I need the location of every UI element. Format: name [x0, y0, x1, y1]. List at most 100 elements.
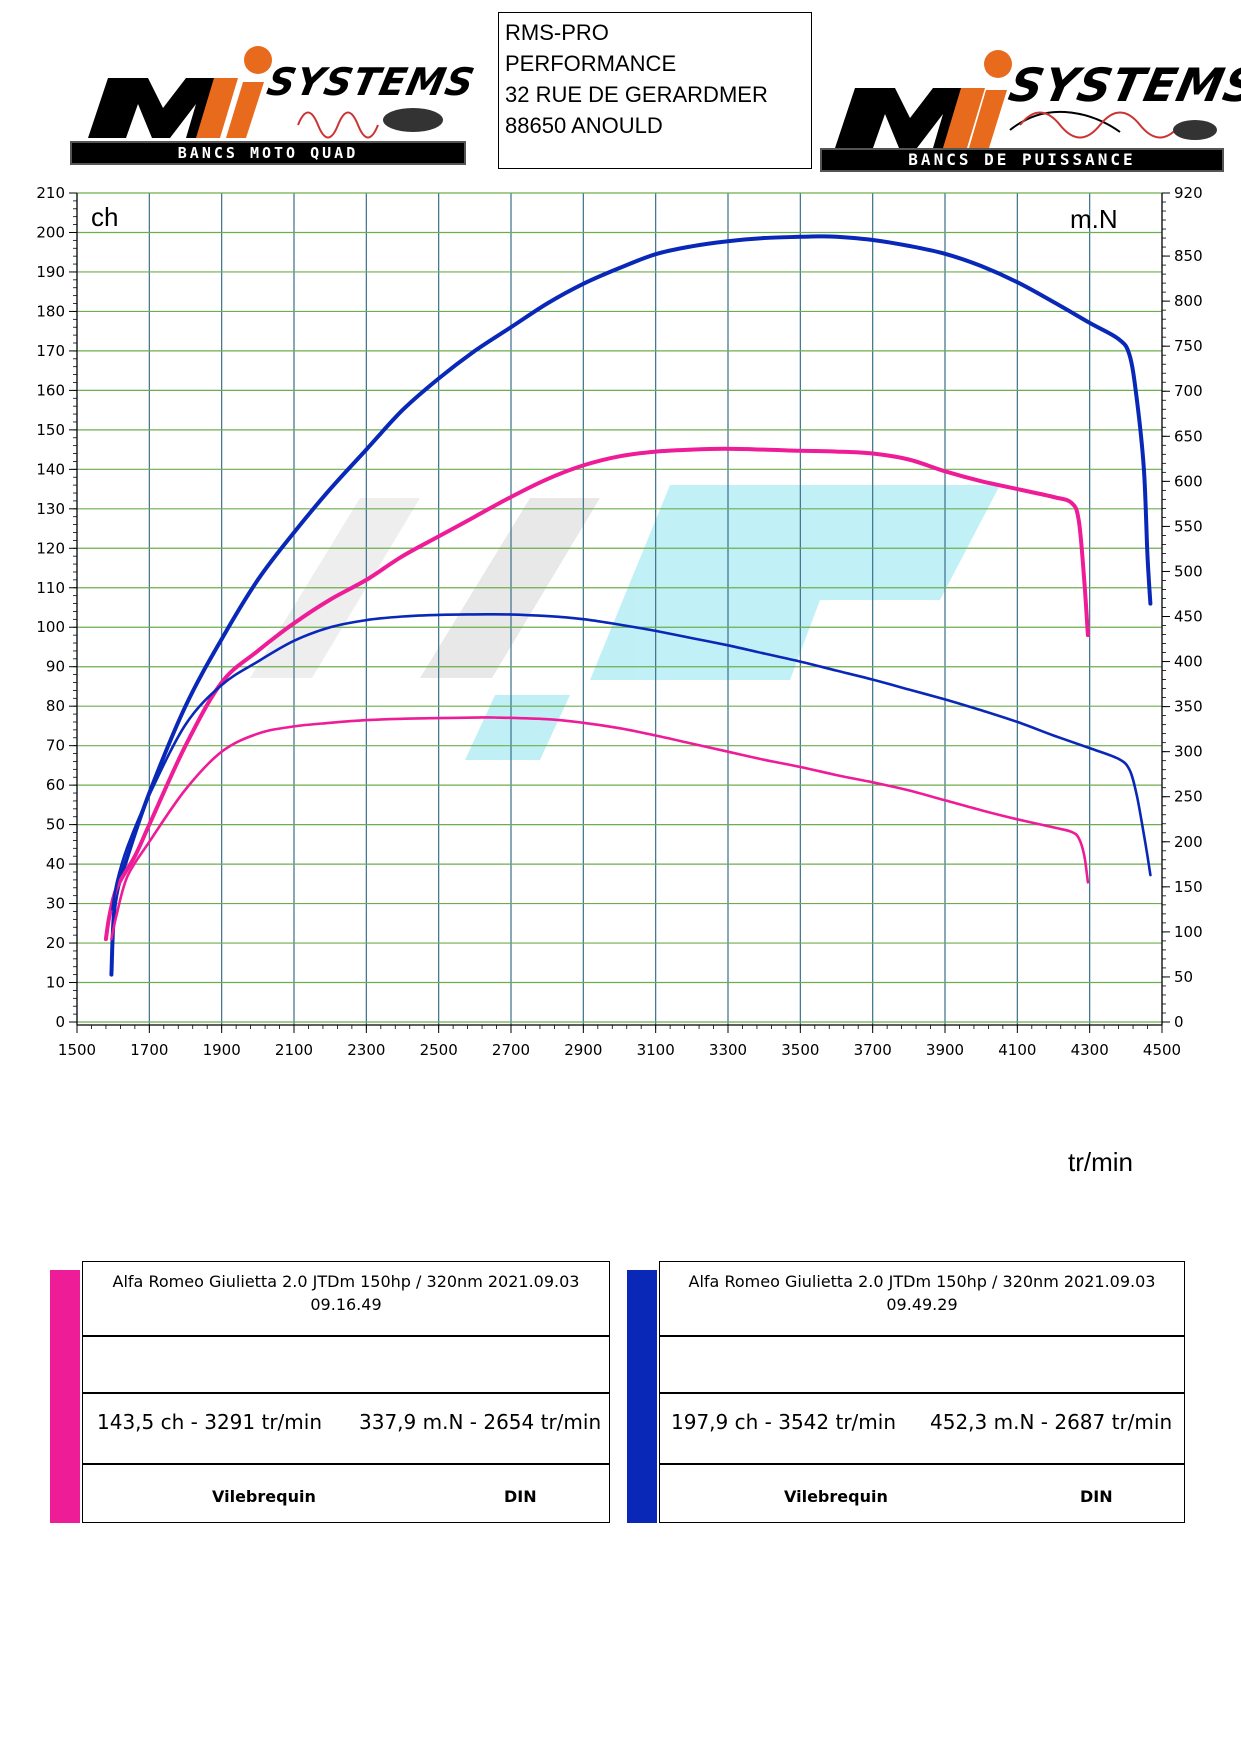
- x-tick-label: 2300: [347, 1041, 385, 1059]
- y-left-tick-label: 80: [46, 697, 65, 715]
- y-right-tick-label: 920: [1174, 184, 1203, 202]
- peak-torque: 452,3 m.N - 2687 tr/min: [930, 1410, 1173, 1434]
- measure-point-label: Vilebrequin: [784, 1487, 888, 1506]
- y-left-tick-label: 170: [36, 342, 65, 360]
- y-right-tick-label: 100: [1174, 923, 1203, 941]
- run-title: Alfa Romeo Giulietta 2.0 JTDm 150hp / 32…: [660, 1270, 1184, 1316]
- x-tick-label: 3100: [637, 1041, 675, 1059]
- y-right-tick-label: 800: [1174, 292, 1203, 310]
- y-left-tick-label: 70: [46, 737, 65, 755]
- logo-left-subtitle: BANCS MOTO QUAD: [70, 141, 466, 165]
- result-card-blue: Alfa Romeo Giulietta 2.0 JTDm 150hp / 32…: [627, 1261, 1185, 1523]
- series-line-torque-2: [111, 613, 1152, 911]
- run-time: 09.16.49: [310, 1295, 382, 1314]
- divider: [660, 1335, 1184, 1337]
- x-tick-label: 3900: [926, 1041, 964, 1059]
- y-left-tick-label: 200: [36, 223, 65, 241]
- y-right-tick-label: 50: [1174, 968, 1193, 986]
- y-right-tick-label: 500: [1174, 562, 1203, 580]
- address-line-4: 88650 ANOULD: [505, 113, 663, 138]
- divider: [83, 1392, 609, 1394]
- y-left-tick-label: 150: [36, 421, 65, 439]
- y-right-axis-label: m.N: [1070, 204, 1118, 234]
- x-tick-label: 3700: [854, 1041, 892, 1059]
- y-right-tick-label: 400: [1174, 653, 1203, 671]
- series-color-swatch: [627, 1270, 657, 1523]
- dyno-chart: 1500 1700 1900 2100 2300 2500 2700 2900 3100 3300…: [36, 184, 1202, 1177]
- y-right-tick-label: 0: [1174, 1013, 1184, 1031]
- y-left-tick-label: 90: [46, 658, 65, 676]
- y-left-tick-label: 20: [46, 934, 65, 952]
- y-left-tick-label: 120: [36, 539, 65, 557]
- run-title-text: Alfa Romeo Giulietta 2.0 JTDm 150hp / 32…: [112, 1272, 580, 1291]
- y-left-tick-label: 210: [36, 184, 65, 202]
- run-time: 09.49.29: [886, 1295, 958, 1314]
- x-axis-label: tr/min: [1068, 1147, 1133, 1177]
- logo-right-subtitle: BANCS DE PUISSANCE: [820, 148, 1224, 172]
- y-left-tick-label: 180: [36, 302, 65, 320]
- y-right-tick-label: 150: [1174, 878, 1203, 896]
- norm-label: DIN: [504, 1487, 537, 1506]
- y-right-tick-label: 700: [1174, 382, 1203, 400]
- x-tick-label: 2700: [492, 1041, 530, 1059]
- address-line-3: 32 RUE DE GERARDMER: [505, 82, 768, 107]
- x-tick-label: 4100: [998, 1041, 1036, 1059]
- y-left-tick-label: 40: [46, 855, 65, 873]
- address-line-1: RMS-PRO: [505, 20, 609, 45]
- address-box: RMS-PRO PERFORMANCE 32 RUE DE GERARDMER …: [498, 12, 812, 169]
- run-title-text: Alfa Romeo Giulietta 2.0 JTDm 150hp / 32…: [688, 1272, 1156, 1291]
- x-tick-label: 2900: [564, 1041, 602, 1059]
- logo-right-brand: SYSTEMS: [1004, 58, 1241, 112]
- series-line-power-1: [103, 446, 1090, 942]
- y-left-tick-label: 110: [36, 579, 65, 597]
- y-left-tick-label: 30: [46, 895, 65, 913]
- y-right-tick-label: 300: [1174, 743, 1203, 761]
- y-left-tick-label: 60: [46, 776, 65, 794]
- chart-series: [103, 234, 1153, 977]
- x-tick-label: 3500: [781, 1041, 819, 1059]
- y-right-tick-label: 850: [1174, 247, 1203, 265]
- result-card-box: Alfa Romeo Giulietta 2.0 JTDm 150hp / 32…: [82, 1261, 610, 1523]
- result-card-pink: Alfa Romeo Giulietta 2.0 JTDm 150hp / 32…: [50, 1261, 610, 1523]
- y-left-tick-label: 140: [36, 460, 65, 478]
- y-right-tick-label: 450: [1174, 608, 1203, 626]
- axis-ticks: 1500 1700 1900 2100 2300 2500 2700 2900 3100 3300…: [36, 184, 1202, 1059]
- x-tick-label: 2500: [420, 1041, 458, 1059]
- result-card-box: Alfa Romeo Giulietta 2.0 JTDm 150hp / 32…: [659, 1261, 1185, 1523]
- divider: [83, 1463, 609, 1465]
- divider: [660, 1463, 1184, 1465]
- y-left-tick-label: 130: [36, 500, 65, 518]
- y-right-tick-label: 650: [1174, 427, 1203, 445]
- y-left-tick-label: 50: [46, 816, 65, 834]
- watermark: [250, 485, 1000, 760]
- grid: [76, 192, 1163, 1025]
- logo-right: SYSTEMS BANCS DE PUISSANCE: [820, 20, 1241, 172]
- y-left-tick-label: 190: [36, 263, 65, 281]
- x-tick-label: 2100: [275, 1041, 313, 1059]
- y-right-tick-label: 250: [1174, 788, 1203, 806]
- logo-right-graphic: [835, 50, 1217, 148]
- series-line-power-0: [109, 234, 1153, 977]
- logo-left: SYSTEMS BANCS MOTO QUAD: [68, 20, 479, 165]
- address-line-2: PERFORMANCE: [505, 51, 677, 76]
- divider: [660, 1392, 1184, 1394]
- y-right-tick-label: 600: [1174, 472, 1203, 490]
- y-right-tick-label: 750: [1174, 337, 1203, 355]
- y-left-tick-label: 160: [36, 381, 65, 399]
- series-line-torque-3: [110, 716, 1090, 941]
- divider: [83, 1335, 609, 1337]
- y-left-tick-label: 0: [55, 1013, 65, 1031]
- y-right-tick-label: 200: [1174, 833, 1203, 851]
- y-left-tick-label: 10: [46, 974, 65, 992]
- y-left-tick-label: 100: [36, 618, 65, 636]
- x-tick-label: 4300: [1071, 1041, 1109, 1059]
- y-right-tick-label: 350: [1174, 698, 1203, 716]
- peak-power: 143,5 ch - 3291 tr/min: [97, 1410, 322, 1434]
- norm-label: DIN: [1080, 1487, 1113, 1506]
- x-tick-label: 4500: [1143, 1041, 1181, 1059]
- x-tick-label: 1500: [58, 1041, 96, 1059]
- y-left-axis-label: ch: [91, 202, 118, 232]
- x-tick-label: 1900: [203, 1041, 241, 1059]
- x-tick-label: 3300: [709, 1041, 747, 1059]
- series-color-swatch: [50, 1270, 80, 1523]
